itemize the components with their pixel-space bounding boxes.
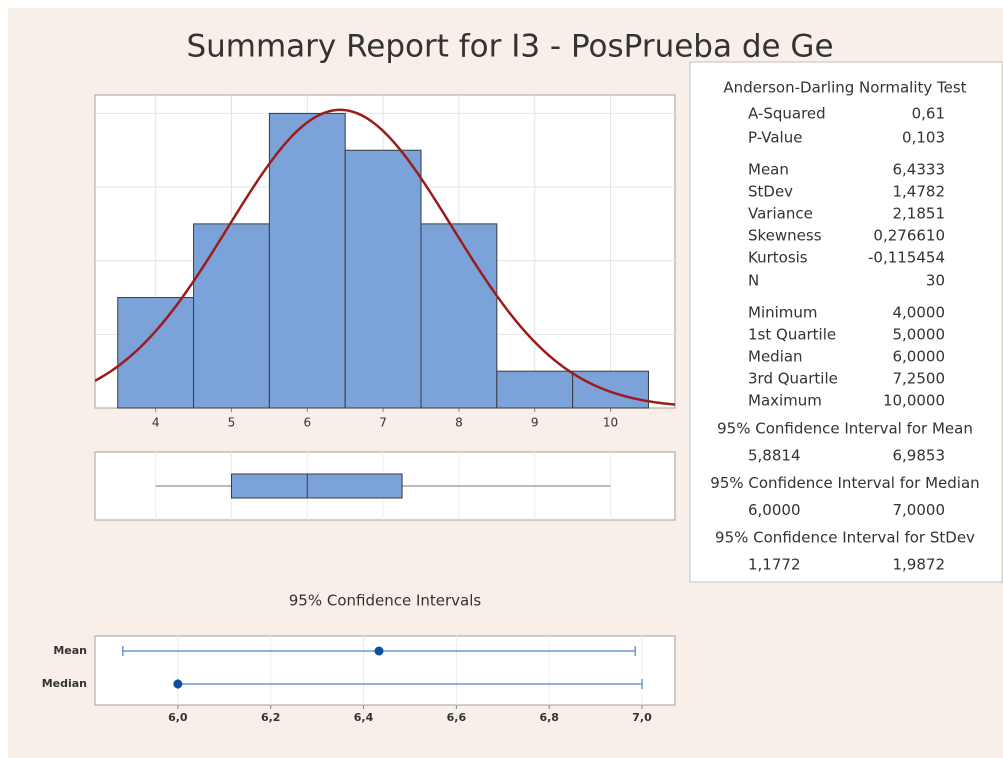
stat-name: StDev — [748, 183, 793, 201]
stat-name: 3rd Quartile — [748, 370, 838, 388]
estimate-point — [374, 646, 384, 656]
x-tick-label: 6,8 — [539, 711, 559, 724]
normal-fit-curve — [95, 108, 675, 406]
stats-heading: Anderson-Darling Normality Test — [723, 79, 966, 97]
interval-lower: 6,0000 — [748, 501, 801, 519]
interval-lower: 1,1772 — [748, 556, 801, 574]
stat-value: 30 — [926, 272, 945, 290]
stat-name: Maximum — [748, 392, 822, 410]
x-tick-label: 8 — [455, 416, 463, 430]
stat-name: N — [748, 272, 759, 290]
interval-upper: 7,0000 — [893, 501, 946, 519]
x-tick-label: 6,4 — [354, 711, 374, 724]
stats-panel — [689, 61, 1003, 583]
stat-name: Mean — [748, 161, 789, 179]
interval-frame — [94, 635, 676, 706]
x-tick-label: 7,0 — [632, 711, 652, 724]
x-tick-label: 9 — [531, 416, 539, 430]
stat-name: Minimum — [748, 304, 818, 322]
box — [230, 473, 403, 499]
bar — [572, 370, 649, 409]
x-tick-label: 10 — [603, 416, 618, 430]
x-tick-label: 6,6 — [447, 711, 467, 724]
stat-value: 4,0000 — [893, 304, 946, 322]
row-label: Median — [42, 677, 87, 690]
stat-value: 10,0000 — [883, 392, 945, 410]
stat-value: -0,115454 — [868, 249, 945, 267]
interval-lower: 5,8814 — [748, 447, 801, 465]
stat-value: 1,4782 — [893, 183, 946, 201]
interval-heading: 95% Confidence Interval for Mean — [717, 420, 973, 438]
stat-name: A-Squared — [748, 105, 826, 123]
stat-name: Skewness — [748, 227, 822, 245]
x-tick-label: 6,0 — [168, 711, 188, 724]
bar — [117, 297, 195, 409]
stat-name: Kurtosis — [748, 249, 808, 267]
interval-upper: 1,9872 — [893, 556, 946, 574]
report-title: Summary Report for I3 - PosPrueba de Ge — [186, 29, 833, 65]
bar — [496, 370, 574, 409]
stat-value: 6,0000 — [893, 348, 946, 366]
x-tick-label: 6 — [303, 416, 311, 430]
x-tick-label: 5 — [228, 416, 236, 430]
bar — [420, 223, 498, 409]
x-tick-label: 6,2 — [261, 711, 281, 724]
interval-heading: 95% Confidence Interval for Median — [710, 474, 979, 492]
stat-value: 7,2500 — [893, 370, 946, 388]
stat-name: Median — [748, 348, 803, 366]
x-tick-label: 4 — [152, 416, 160, 430]
bar — [268, 112, 346, 409]
stat-name: Variance — [748, 205, 813, 223]
stat-value: 0,276610 — [873, 227, 945, 245]
stat-name: 1st Quartile — [748, 326, 836, 344]
interval-title: 95% Confidence Intervals — [289, 592, 482, 610]
row-label: Mean — [53, 644, 87, 657]
stat-value: 0,61 — [912, 105, 945, 123]
bar — [193, 223, 270, 409]
stat-value: 2,1851 — [893, 205, 946, 223]
estimate-point — [173, 679, 183, 689]
bar — [344, 149, 422, 409]
interval-upper: 6,9853 — [893, 447, 946, 465]
stat-value: 6,4333 — [893, 161, 946, 179]
stat-value: 0,103 — [902, 129, 945, 147]
x-tick-label: 7 — [379, 416, 387, 430]
interval-heading: 95% Confidence Interval for StDev — [715, 529, 975, 547]
stat-name: P-Value — [748, 129, 802, 147]
stat-value: 5,0000 — [893, 326, 946, 344]
